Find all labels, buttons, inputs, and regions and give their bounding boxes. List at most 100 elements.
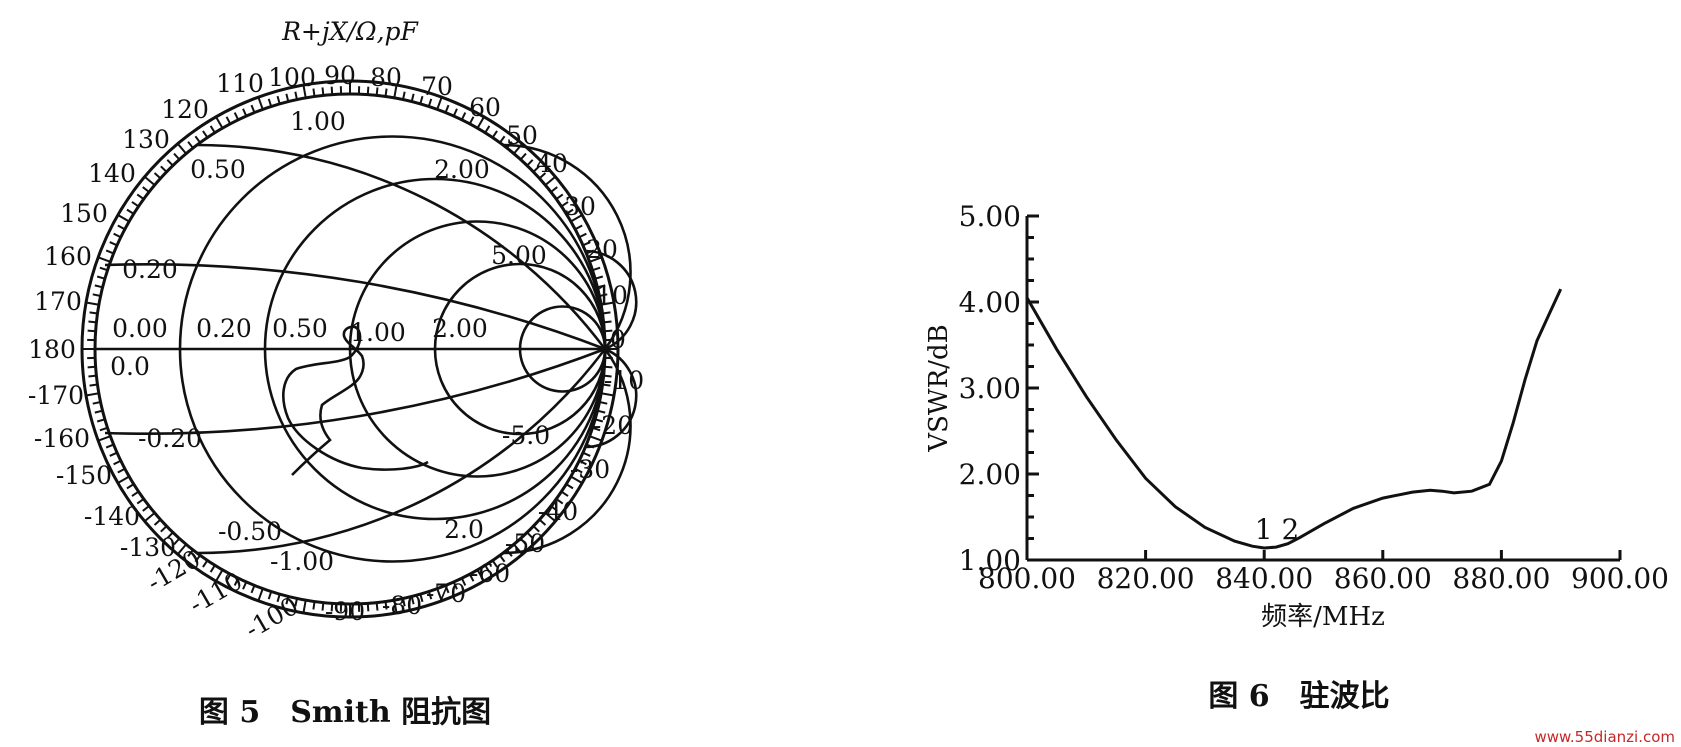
x-tick-label: 800.00 [978, 562, 1076, 595]
x-tick-label: 900.00 [1571, 562, 1669, 595]
smith-tick [215, 569, 224, 582]
outer-label: -70 [426, 579, 466, 608]
inner-label: 0.50 [272, 314, 328, 343]
smith-tick [393, 84, 398, 99]
smith-tick [302, 599, 307, 614]
x-axis-title: 频率/MHz [1261, 602, 1385, 632]
inner-label: -0.20 [138, 424, 202, 453]
inner-label: -0.50 [218, 517, 282, 546]
smith-tick [85, 392, 100, 397]
outer-label: 170 [34, 287, 82, 316]
x-tick-label: 860.00 [1334, 562, 1432, 595]
outer-label: 160 [44, 242, 92, 271]
outer-label: 20 [586, 235, 618, 264]
outer-label: 90 [324, 61, 356, 90]
outer-label: 40 [536, 149, 568, 178]
smith-tick [144, 175, 156, 186]
smith-tick [257, 588, 264, 602]
smith-tick [117, 475, 130, 484]
reactance-arc-neg-1 [349, 348, 607, 606]
smith-tick [215, 116, 224, 129]
reactance-arc-neg-2 [502, 348, 632, 555]
watermark: www.55dianzi.com [1534, 728, 1675, 746]
smith-tick [436, 588, 443, 602]
vswr-series-line [1025, 288, 1563, 550]
smith-tick [570, 475, 583, 484]
smith-tick [117, 214, 130, 223]
smith-tick [436, 96, 443, 110]
outer-label: -150 [56, 461, 112, 490]
inner-label: 1.00 [350, 318, 406, 347]
outer-label: -30 [570, 455, 610, 484]
outer-label: 50 [506, 121, 538, 150]
outer-label: -170 [28, 381, 84, 410]
y-tick-label: 4.00 [959, 286, 1021, 319]
y-tick-label: 5.00 [959, 200, 1021, 233]
vswr-chart: 800.00 820.00 840.00 860.00 880.00 900.00 1.00… [924, 200, 1669, 714]
inner-label: -5.0 [502, 421, 550, 450]
smith-tick [393, 599, 398, 614]
reactance-arc-neg-0.2 [104, 347, 606, 435]
outer-label: 70 [421, 72, 453, 101]
reactance-arc-neg-0.5 [196, 348, 607, 555]
outer-label: 140 [88, 159, 136, 188]
smith-tick [544, 512, 556, 523]
outer-label: 120 [161, 95, 209, 124]
smith-title: R+jX/Ω,pF [281, 17, 419, 46]
figure6-caption: 图 6 驻波比 [1208, 679, 1389, 714]
outer-label: 60 [469, 93, 501, 122]
y-tick-label: 1.00 [959, 544, 1021, 577]
outer-label: -160 [34, 424, 90, 453]
smith-tick [570, 214, 583, 223]
outer-label: -20 [593, 411, 633, 440]
y-axis-title: VSWR/dB [924, 324, 954, 452]
outer-label: -140 [84, 502, 140, 531]
smith-tick [257, 96, 264, 110]
x-tick-label: 840.00 [1215, 562, 1313, 595]
reactance-arc-1 [349, 92, 607, 350]
smith-tick [544, 175, 556, 186]
smith-tick [476, 116, 485, 129]
inner-label: 2.00 [432, 314, 488, 343]
outer-label: 80 [370, 63, 402, 92]
reactance-arc-5 [584, 249, 638, 351]
smith-tick [600, 392, 615, 397]
y-tick-label: 3.00 [959, 372, 1021, 405]
x-tick-label: 820.00 [1097, 562, 1195, 595]
outer-label: -10 [604, 366, 644, 395]
vswr-ticks [1025, 214, 1622, 562]
inner-label: 1.00 [290, 107, 346, 136]
smith-chart: R+jX/Ω,pF 110 100 90 80 [28, 17, 644, 730]
outer-label: 130 [122, 125, 170, 154]
inner-label: 0.20 [122, 255, 178, 284]
smith-outer-ring [80, 79, 620, 619]
reactance-arc-0.2 [104, 263, 606, 351]
outer-label: -40 [538, 497, 578, 526]
inner-label: 0.00 [112, 314, 168, 343]
outer-label: 10 [596, 281, 628, 310]
outer-label: 30 [564, 192, 596, 221]
smith-tick [589, 256, 603, 263]
outer-label: -60 [470, 559, 510, 588]
smith-tick [589, 435, 603, 442]
inner-label: -1.00 [270, 547, 334, 576]
inner-label: 2.0 [444, 515, 484, 544]
smith-tick [85, 301, 100, 306]
outer-label: -80 [382, 591, 422, 620]
inner-label: 0.0 [110, 352, 150, 381]
reactance-arc-0.5 [196, 143, 607, 350]
inner-label: 0.50 [190, 155, 246, 184]
y-tick-label: 2.00 [959, 458, 1021, 491]
outer-label: 100 [268, 63, 316, 92]
outer-label: 0 [610, 325, 626, 354]
smith-tick [302, 84, 307, 99]
smith-tick [176, 143, 187, 155]
outer-label: 150 [60, 199, 108, 228]
outer-label: -90 [325, 597, 365, 626]
inner-label: 2.00 [434, 155, 490, 184]
smith-inner-labels: 1.00 0.50 2.00 5.00 0.20 0.00 0.20 0.50 … [110, 107, 550, 576]
reactance-arc-2 [502, 143, 632, 350]
outer-label: 180 [28, 335, 76, 364]
outer-label: -50 [505, 529, 545, 558]
smith-tick [144, 512, 156, 523]
